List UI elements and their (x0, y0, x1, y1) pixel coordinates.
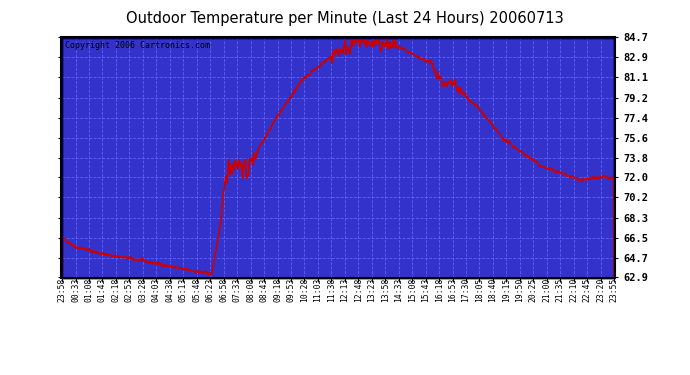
Text: 06:58: 06:58 (219, 278, 228, 302)
Text: 05:13: 05:13 (179, 278, 188, 302)
Text: Outdoor Temperature per Minute (Last 24 Hours) 20060713: Outdoor Temperature per Minute (Last 24 … (126, 11, 564, 26)
Text: 04:38: 04:38 (166, 278, 175, 302)
Text: 21:00: 21:00 (542, 278, 551, 302)
Text: 22:10: 22:10 (569, 278, 578, 302)
Text: 05:48: 05:48 (193, 278, 201, 302)
Text: 17:30: 17:30 (462, 278, 471, 302)
Text: 09:18: 09:18 (273, 278, 282, 302)
Text: 02:53: 02:53 (125, 278, 134, 302)
Text: 18:40: 18:40 (489, 278, 497, 302)
Text: 23:58: 23:58 (57, 278, 67, 302)
Text: 18:05: 18:05 (475, 278, 484, 302)
Text: 21:35: 21:35 (555, 278, 564, 302)
Text: 22:45: 22:45 (582, 278, 591, 302)
Text: 12:13: 12:13 (340, 278, 349, 302)
Text: 20:25: 20:25 (529, 278, 538, 302)
Text: 02:18: 02:18 (112, 278, 121, 302)
Text: 12:48: 12:48 (354, 278, 363, 302)
Text: 15:08: 15:08 (408, 278, 417, 302)
Text: 16:53: 16:53 (448, 278, 457, 302)
Text: 23:55: 23:55 (609, 278, 619, 302)
Text: Copyright 2006 Cartronics.com: Copyright 2006 Cartronics.com (65, 41, 210, 50)
Text: 14:33: 14:33 (394, 278, 403, 302)
Text: 11:38: 11:38 (327, 278, 336, 302)
Text: 19:50: 19:50 (515, 278, 524, 302)
Text: 08:08: 08:08 (246, 278, 255, 302)
Text: 09:53: 09:53 (286, 278, 295, 302)
Text: 03:28: 03:28 (139, 278, 148, 302)
Text: 13:23: 13:23 (367, 278, 376, 302)
Text: 16:18: 16:18 (435, 278, 444, 302)
Text: 19:15: 19:15 (502, 278, 511, 302)
Text: 01:43: 01:43 (98, 278, 107, 302)
Text: 01:08: 01:08 (85, 278, 94, 302)
Text: 08:43: 08:43 (259, 278, 268, 302)
Text: 07:33: 07:33 (233, 278, 241, 302)
Text: 13:58: 13:58 (381, 278, 390, 302)
Text: 11:03: 11:03 (313, 278, 322, 302)
Text: 15:43: 15:43 (421, 278, 430, 302)
Text: 00:33: 00:33 (71, 278, 80, 302)
Text: 06:23: 06:23 (206, 278, 215, 302)
Text: 10:28: 10:28 (300, 278, 309, 302)
Text: 04:03: 04:03 (152, 278, 161, 302)
Text: 23:20: 23:20 (596, 278, 605, 302)
